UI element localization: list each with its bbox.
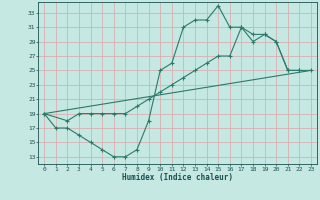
X-axis label: Humidex (Indice chaleur): Humidex (Indice chaleur) (122, 173, 233, 182)
